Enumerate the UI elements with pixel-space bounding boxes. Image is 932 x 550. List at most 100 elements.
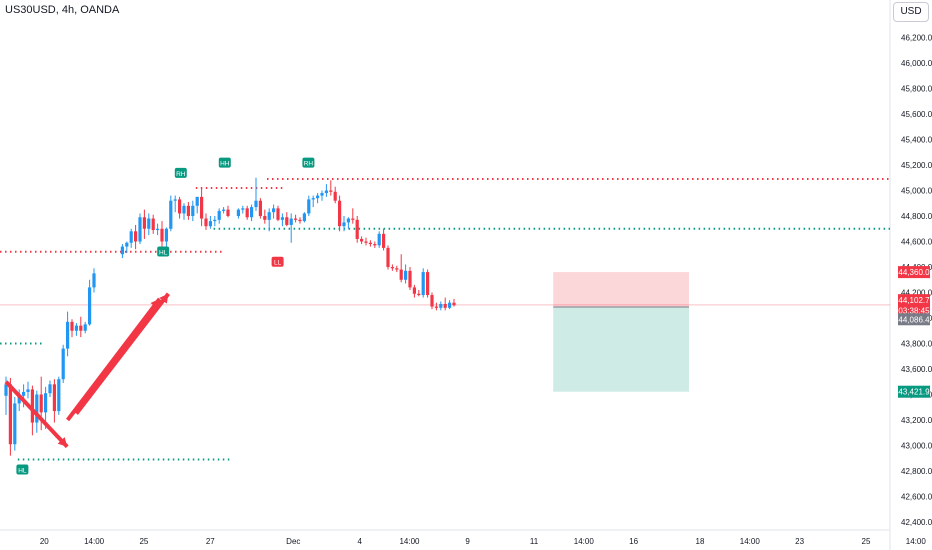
candle-body [399, 269, 403, 280]
candle-body [386, 247, 390, 267]
candle-body [70, 321, 74, 331]
price-tick-label: 43,000.0 [901, 442, 932, 451]
pivot-label-text: HL [159, 250, 168, 257]
candle-body [22, 391, 26, 396]
price-badge-text: 43,421.9 [898, 388, 930, 397]
candle-body [390, 267, 394, 269]
candle-body [360, 238, 364, 242]
price-badge-text: 44,086.4 [898, 315, 930, 324]
trend-arrow [74, 292, 170, 415]
time-tick-label: 4 [357, 537, 362, 546]
candle-body [125, 242, 129, 247]
price-badge [898, 294, 930, 307]
time-tick-label: 14:00 [399, 537, 420, 546]
candle-body [236, 209, 240, 216]
candle-body [200, 196, 204, 219]
candle-body [39, 394, 43, 413]
candle-body [92, 273, 96, 288]
price-tick-label: 42,800.0 [901, 467, 932, 476]
candle-body [241, 208, 245, 210]
pivot-label-box [16, 464, 29, 475]
candle-body [217, 210, 221, 220]
price-badge-text: 03:38:45 [898, 306, 930, 315]
candle-body [226, 209, 230, 216]
candle-body [74, 325, 78, 331]
trend-arrow [66, 297, 162, 422]
candle-body [289, 218, 293, 225]
trend-arrow [4, 380, 69, 449]
candle-body [178, 199, 182, 214]
candle-body [267, 212, 271, 220]
candle-body [452, 302, 456, 306]
candle-body [364, 241, 368, 243]
pivot-label-text: HH [220, 161, 230, 168]
time-tick-label: 14:00 [906, 537, 927, 546]
candle-body [26, 389, 30, 392]
candle-body [35, 394, 39, 423]
candle-body [272, 208, 276, 213]
time-tick-label: 18 [696, 537, 705, 546]
time-tick-label: 25 [139, 537, 148, 546]
candle-body [44, 393, 48, 413]
price-tick-label: 45,000.0 [901, 187, 932, 196]
candle-body [329, 190, 333, 192]
candle-body [302, 213, 306, 222]
candle-body [213, 219, 217, 222]
candle-body [417, 293, 421, 296]
candle-body [377, 233, 381, 246]
price-tick-label: 42,600.0 [901, 493, 932, 502]
candle-body [316, 195, 320, 199]
candle-body [57, 379, 61, 412]
time-tick-label: 25 [862, 537, 871, 546]
candle-body [169, 200, 173, 229]
price-tick-label: 44,800.0 [901, 212, 932, 221]
candle-body [160, 228, 164, 242]
candle-body [254, 200, 258, 208]
time-tick-label: 14:00 [84, 537, 105, 546]
symbol-label: US30USD, 4h, OANDA [5, 4, 120, 16]
candle-body [351, 218, 355, 220]
candle-body [182, 205, 186, 214]
time-tick-label: 11 [530, 537, 539, 546]
time-tick-label: Dec [286, 537, 300, 546]
currency-button[interactable]: USD [893, 2, 929, 22]
pivot-label-text: RH [176, 171, 186, 178]
candle-body [421, 272, 425, 296]
candle-body [298, 219, 302, 222]
candle-body [355, 219, 359, 239]
time-tick-label: 14:00 [740, 537, 761, 546]
candle-body [346, 218, 350, 223]
candle-body [164, 228, 168, 242]
candle-body [311, 198, 315, 200]
candle-body [8, 384, 12, 445]
price-tick-label: 44,600.0 [901, 238, 932, 247]
candle-body [48, 384, 52, 394]
pivot-label-box [174, 167, 187, 178]
price-badge-text: 44,102.7 [898, 296, 930, 305]
candle-body [439, 303, 443, 308]
stop-loss-zone [553, 272, 689, 307]
time-tick-label: 14:00 [574, 537, 595, 546]
time-tick-label: 23 [795, 537, 804, 546]
candle-body [404, 270, 408, 280]
candle-body [4, 384, 8, 396]
candle-body [30, 389, 34, 423]
candle-body [434, 306, 438, 308]
candle-body [156, 228, 160, 231]
pivot-label-box [157, 246, 170, 257]
candle-body [320, 193, 324, 196]
pivot-label-box [302, 157, 315, 168]
candle-body [426, 272, 430, 296]
candle-body [83, 324, 87, 331]
candle-body [258, 200, 262, 216]
candle-body [204, 218, 208, 227]
candle-body [191, 205, 195, 216]
pivot-label-text: LL [274, 260, 282, 267]
candle-body [338, 200, 342, 227]
candle-body [134, 231, 138, 242]
candle-body [285, 217, 289, 225]
candle-body [408, 270, 412, 288]
candle-body [52, 384, 56, 412]
candle-body [443, 303, 447, 308]
